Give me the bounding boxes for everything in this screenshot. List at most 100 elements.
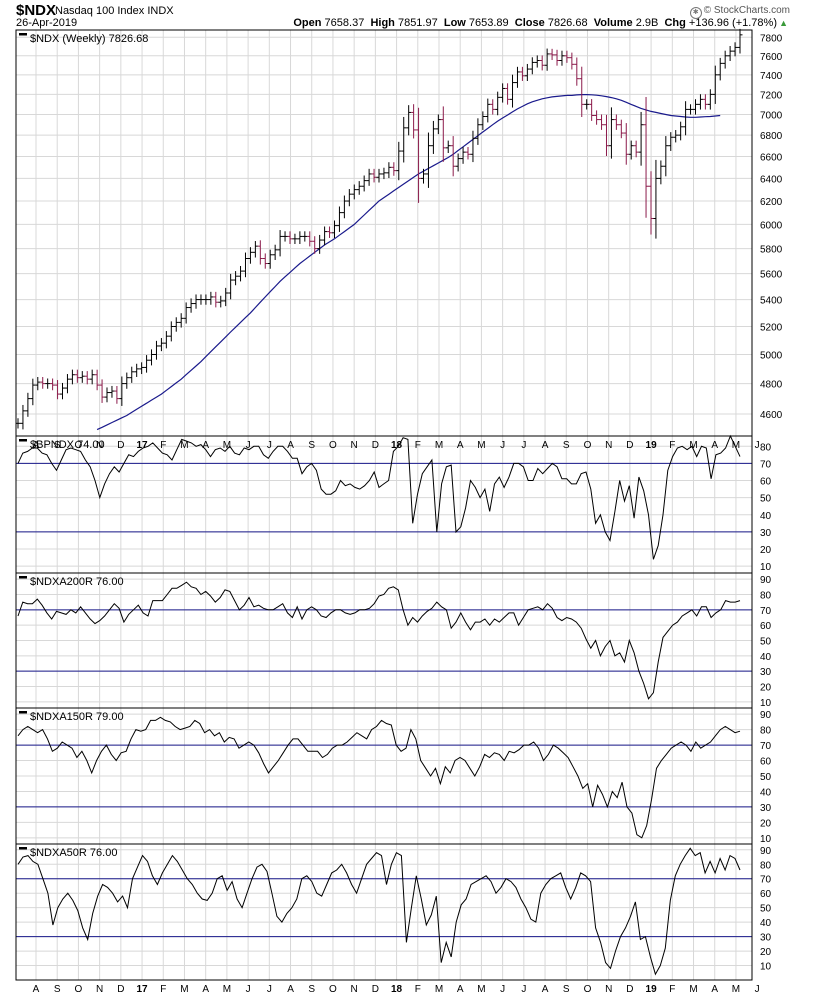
stockcharts-logo-icon: ✱: [689, 7, 702, 19]
volume-label: Volume: [593, 17, 633, 29]
panel-1: 4600 4800 5000 5200 5400 5600 5800 6000 6200 6400…: [15, 28, 783, 437]
x-tick-label: 18: [391, 984, 403, 995]
y-tick-label: 6800: [760, 131, 783, 142]
y-tick-label: 90: [760, 575, 772, 586]
price-bar: [564, 50, 570, 63]
price-bar: [722, 50, 728, 69]
price-bar: [317, 234, 323, 254]
price-bar: [124, 372, 130, 389]
price-bar: [336, 206, 342, 232]
x-tick-label: A: [457, 984, 464, 995]
price-bar: [262, 253, 268, 269]
price-bar: [608, 107, 614, 159]
panel-title: $NDXA200R 76.00: [30, 576, 124, 588]
x-tick-label: M: [180, 984, 188, 995]
y-tick-label: 5600: [760, 270, 783, 281]
y-tick-label: 80: [760, 590, 772, 601]
x-tick-label: S: [308, 440, 315, 451]
price-bar: [238, 265, 244, 282]
price-bar: [618, 119, 624, 139]
y-tick-label: 60: [760, 477, 772, 488]
price-bar: [134, 363, 140, 377]
price-bar: [712, 65, 718, 104]
x-tick-label: A: [287, 984, 294, 995]
price-bar: [475, 118, 481, 145]
price-bar: [673, 130, 679, 143]
x-tick-label: 17: [136, 984, 148, 995]
price-bar: [292, 233, 298, 244]
x-tick-label: N: [605, 984, 612, 995]
price-bar: [366, 168, 372, 186]
price-bar: [589, 99, 595, 121]
x-tick-label: F: [669, 984, 675, 995]
x-tick-label: S: [563, 984, 570, 995]
close-label: Close: [514, 17, 545, 29]
x-tick-label: J: [267, 440, 272, 451]
x-tick-label: A: [711, 440, 718, 451]
price-bar: [495, 91, 501, 116]
y-tick-label: 50: [760, 494, 772, 505]
x-tick-label: M: [689, 984, 697, 995]
panel-legend: $NDX (Weekly) 7826.68: [19, 33, 148, 45]
price-bar: [203, 294, 209, 305]
price-bar: [411, 104, 417, 139]
price-bar: [569, 52, 575, 70]
price-bar: [158, 338, 164, 352]
x-tick-label: J: [521, 984, 526, 995]
x-tick-label: N: [96, 984, 103, 995]
price-bar: [312, 236, 318, 254]
price-bar: [450, 136, 456, 177]
price-bar: [297, 231, 303, 245]
x-tick-label: 18: [391, 440, 403, 451]
high-value: 7851.97: [397, 17, 438, 29]
y-tick-label: 4800: [760, 380, 783, 391]
moving-average-line: [96, 94, 721, 431]
quote-summary: Open 7658.37 High 7851.97 Low 7653.89 Cl…: [293, 17, 777, 29]
x-tick-label: N: [351, 984, 358, 995]
price-bar: [79, 371, 85, 383]
x-tick-label: J: [755, 440, 760, 451]
x-tick-label: N: [96, 440, 103, 451]
price-bar: [94, 369, 100, 391]
triangle-up-icon: ▲: [779, 18, 788, 28]
y-tick-label: 5400: [760, 296, 783, 307]
symbol-description: Nasdaq 100 Index INDX: [55, 5, 174, 17]
price-bar: [416, 107, 422, 203]
indicator-line: [17, 434, 741, 560]
price-bar: [104, 387, 110, 403]
x-tick-label: O: [75, 440, 83, 451]
price-bar: [658, 160, 664, 185]
price-bar: [519, 66, 525, 81]
y-tick-label: 7000: [760, 110, 783, 121]
price-bar: [425, 132, 431, 188]
price-bar: [109, 385, 115, 398]
y-tick-label: 40: [760, 652, 772, 663]
y-tick-label: 40: [760, 511, 772, 522]
x-tick-label: J: [267, 984, 272, 995]
price-bar: [579, 66, 585, 117]
x-tick-label: F: [160, 984, 166, 995]
y-tick-label: 7400: [760, 71, 783, 82]
price-bar: [252, 241, 258, 258]
symbol-title: $NDX: [16, 2, 57, 19]
price-bar: [64, 374, 70, 394]
price-bar: [529, 57, 535, 75]
price-bar: [391, 162, 397, 176]
y-tick-label: 5800: [760, 245, 783, 256]
price-bar: [524, 63, 530, 81]
price-bar: [584, 99, 590, 110]
price-bar: [668, 132, 674, 151]
price-bar: [327, 226, 333, 238]
price-bar: [168, 321, 174, 342]
price-bar: [183, 302, 189, 324]
x-tick-label: A: [202, 984, 209, 995]
y-tick-label: 7200: [760, 90, 783, 101]
price-bar: [331, 220, 337, 239]
x-tick-label: J: [755, 984, 760, 995]
y-tick-label: 70: [760, 741, 772, 752]
price-bar: [302, 231, 308, 242]
price-bar: [351, 184, 357, 200]
price-bar: [663, 136, 669, 177]
price-bar: [510, 74, 516, 108]
